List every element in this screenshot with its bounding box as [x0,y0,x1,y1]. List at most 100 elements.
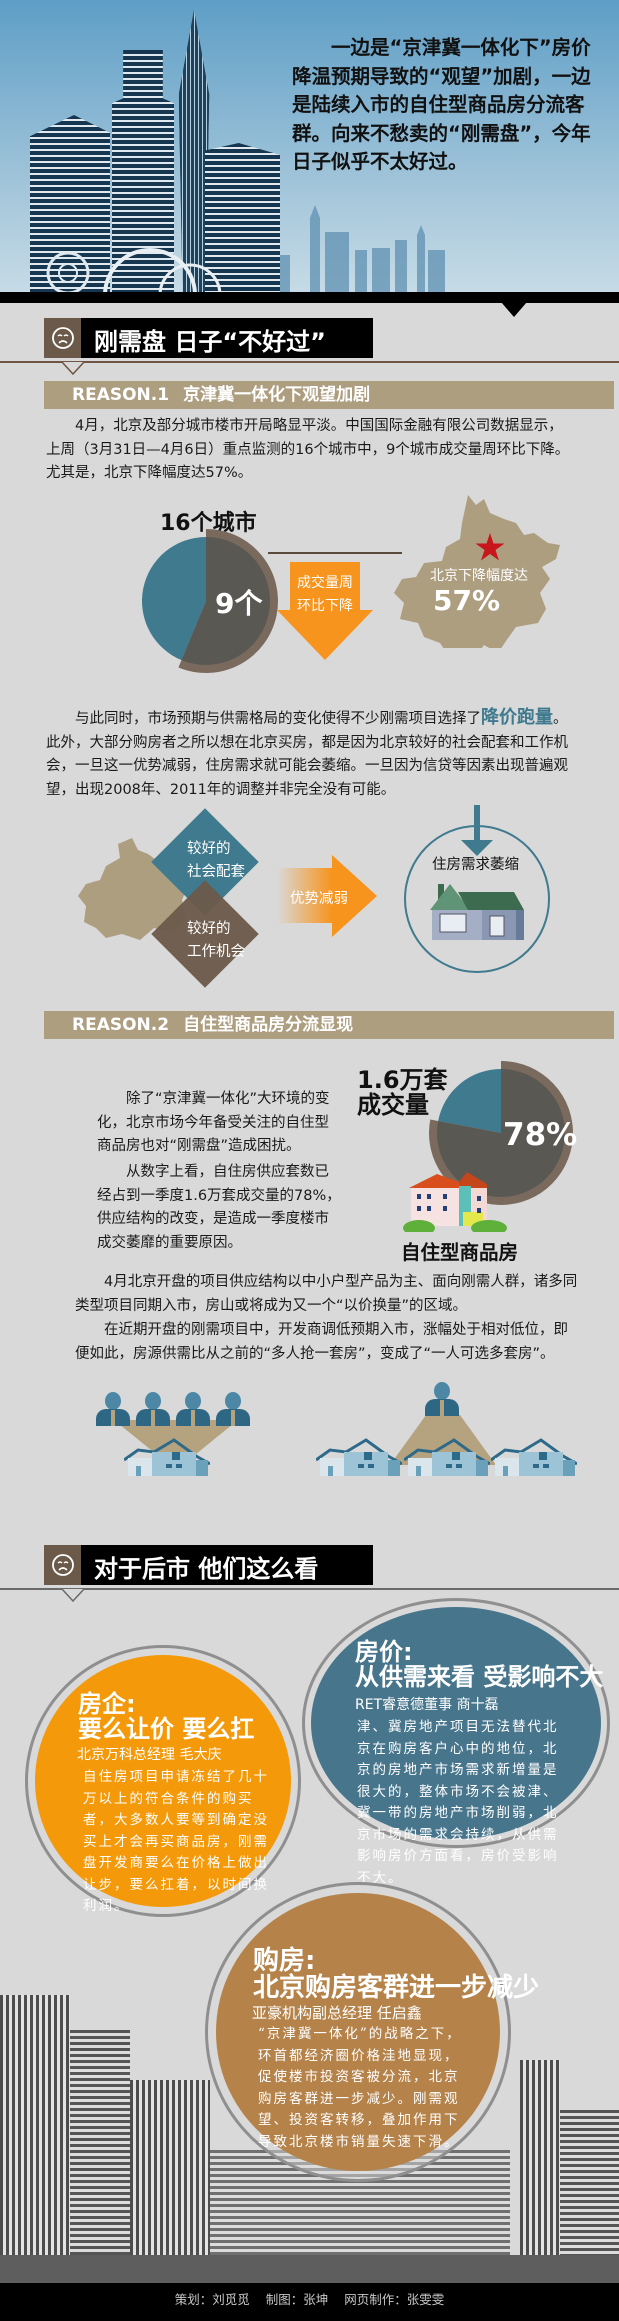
reason-label: REASON.2 [72,1015,170,1035]
highlight-text: 降价跑量 [481,707,553,728]
opinion-body: 自住房项目申请冻结了几十万以上的符合条件的购买者，大多数人要等到确定没买上才会再… [83,1769,269,1914]
person-icon [136,1392,170,1426]
star-icon [475,533,505,561]
credits: 策划：刘觅觅 制图：张坤 网页制作：张雯雯 [0,2289,619,2308]
credit-planner: 策划：刘觅觅 [174,2292,250,2307]
section-title-1: 刚需盘 日子“不好过” [44,318,373,358]
house-icon [430,884,524,940]
down-arrow-icon [474,805,480,841]
pie-title-line: 1.6万套 [357,1066,448,1094]
credit-web: 网页制作：张雯雯 [344,2292,445,2307]
opinion-body: 津、冀房地产项目无法替代北京在购房客户心中的地位，北京的房地产市场需求新增量是很… [357,1719,559,1886]
paragraph: 4月，北京及部分城市楼市开局略显平淡。中国国际金融有限公司数据显示，上周（3月3… [46,418,570,481]
paragraph-text: 与此同时，市场预期与供需格局的变化使得不少刚需项目选择了 [75,711,481,727]
pie-title-line: 成交量 [357,1091,429,1119]
diamond-social: 较好的 社会配套 [151,808,259,916]
reason-title: 自住型商品房分流显现 [183,1015,354,1035]
section-title-text: 对于后市 他们这么看 [94,1555,319,1583]
pie-chart-supply [429,1061,573,1205]
house-icon [491,1438,577,1476]
pie-value-label: 9个 [215,587,263,620]
reason-bar-2: REASON.2 自住型商品房分流显现 [44,1011,614,1039]
house-icon [404,1438,490,1476]
diamond-text: 较好的 [187,841,231,857]
skyline-building [520,2060,560,2285]
opinion-title-line: 北京购房客群进一步减少 [253,1973,540,2004]
map-label: 北京下降幅度达 [430,568,528,584]
reason-label: REASON.1 [72,385,170,405]
opinion-title-line: 房价: [355,1638,413,1666]
sad-face-icon [44,318,81,358]
footer: 策划：刘觅觅 制图：张坤 网页制作：张雯雯 [0,2283,619,2321]
paragraph: 4月北京开盘的项目供应结构以中小户型产品为主、面向刚需人群，诸多同类型项目同期入… [75,1274,578,1314]
skyline-building [0,1995,70,2285]
opinion-body: “京津冀一体化”的战略之下，环首都经济圈价格洼地显现，促使楼市投资客被分流，北京… [258,2026,462,2150]
pie-title: 1.6万套 成交量 [357,1068,448,1118]
result-label: 住房需求萎缩 [432,857,519,873]
right-arrow-icon [277,855,377,937]
skyline-building [372,248,390,292]
opinion-title: 房企: 要么让价 要么扛 [78,1690,254,1742]
diamond-text: 工作机会 [187,944,245,960]
pie-chart-cities [141,529,278,673]
hero-banner: 一边是“京津冀一体化下”房价降温预期导致的“观望”加剧，一边是陆续入市的自住型商… [0,0,619,292]
house-icon [124,1438,210,1476]
demand-funnel [114,1420,238,1454]
skyline-ground [0,2255,619,2285]
reason-bar-1: REASON.1 京津冀一体化下观望加剧 [44,381,614,409]
opinion-title-line: 房企: [78,1690,136,1718]
person-icon [96,1392,130,1426]
paragraph: 除了“京津冀一体化”大环境的变化，北京市场今年备受关注的自住型商品房也对“刚需盘… [97,1091,330,1154]
skyline-building [310,205,320,292]
header-pointer [501,302,527,317]
diamond-text: 较好的 [187,921,231,937]
credit-graphics: 制图：张坤 [265,2292,329,2307]
opinion-source: RET睿意德董事 商十磊 [355,1697,499,1713]
section-title-2: 对于后市 他们这么看 [44,1545,373,1585]
skyscraper [30,115,110,292]
skyline-building [417,225,425,292]
reason-title: 京津冀一体化下观望加剧 [183,385,371,405]
opinion-title: 房价: 从供需来看 受影响不大 [355,1638,604,1692]
intro-text: 一边是“京津冀一体化下”房价降温预期导致的“观望”加剧，一边是陆续入市的自住型商… [292,36,591,173]
arrow-text-line: 环比下降 [297,598,353,614]
header-divider-bar [0,292,619,303]
arrow-text-line: 成交量周 [297,575,353,591]
skyline-building [355,250,367,292]
pie-value-label: 78% [503,1117,578,1153]
diamond-work: 较好的 工作机会 [151,880,259,988]
down-arrow-head [461,840,493,856]
section-divider [0,361,619,363]
skyline-building [395,240,407,292]
skyline-building [428,250,445,292]
opinion-circle-buyers [205,1882,511,2182]
opinion-circle-price [302,1598,610,1848]
section-pointer [62,1589,84,1602]
paragraph: 从数字上看，自住房供应套数已经占到一季度1.6万套成交量的78%，供应结构的改变… [97,1164,341,1251]
section-divider [0,1588,619,1590]
person-icon [176,1392,210,1426]
apartment-building-icon [403,1172,507,1232]
building-label: 自住型商品房 [401,1241,519,1264]
arrow-label: 优势减弱 [290,891,348,907]
skyline-building [130,2080,210,2285]
diamond-text: 社会配套 [187,864,245,880]
paragraph-text: 。此外，大部分购房者之所以想在北京买房，都是因为北京较好的社会配套和工作机会，一… [46,711,568,798]
paragraph: 与此同时，市场预期与供需格局的变化使得不少刚需项目选择了降价跑量。此外，大部分购… [46,706,576,802]
opinion-title-line: 从供需来看 受影响不大 [355,1663,604,1692]
connector-line [268,552,402,554]
section-pointer [62,362,84,375]
down-arrow-icon [277,562,373,660]
section-title-text: 刚需盘 日子“不好过” [94,328,326,356]
skyscraper [205,143,280,292]
person-icon [425,1382,459,1416]
pie-slice-other [438,1069,501,1133]
person-icon [216,1392,250,1426]
arrow-text: 成交量周 环比下降 [277,572,373,618]
opinion-source: 北京万科总经理 毛大庆 [77,1747,222,1763]
house-icon [316,1438,402,1476]
opinion-title-line: 购房: [253,1946,316,1976]
swirl-decoration [46,248,222,292]
pie-slice-other [141,537,206,661]
